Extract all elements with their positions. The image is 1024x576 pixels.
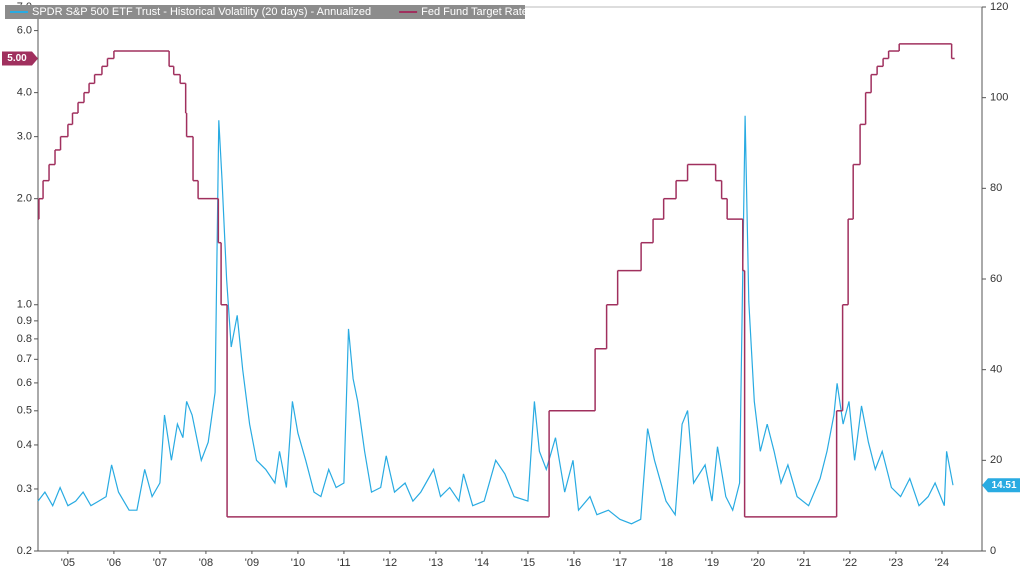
y2-tick-label: 20 bbox=[990, 454, 1002, 466]
x-tick-label: '19 bbox=[705, 557, 719, 569]
x-tick-label: '12 bbox=[383, 557, 397, 569]
x-tick-label: '09 bbox=[245, 557, 259, 569]
y2-tick-label: 0 bbox=[990, 545, 996, 557]
legend-label: SPDR S&P 500 ETF Trust - Historical Vola… bbox=[32, 6, 371, 18]
x-tick-label: '21 bbox=[797, 557, 811, 569]
y-tick-label: 4.0 bbox=[17, 87, 32, 99]
x-tick-label: '13 bbox=[429, 557, 443, 569]
y-tick-label: 0.3 bbox=[17, 483, 32, 495]
x-tick-label: '18 bbox=[659, 557, 673, 569]
y-tick-label: 3.0 bbox=[17, 131, 32, 143]
y-tick-label: 2.0 bbox=[17, 193, 32, 205]
y2-tick-label: 100 bbox=[990, 92, 1008, 104]
y2-tick-label: 60 bbox=[990, 273, 1002, 285]
x-tick-label: '06 bbox=[107, 557, 121, 569]
x-tick-label: '17 bbox=[613, 557, 627, 569]
x-tick-label: '14 bbox=[475, 557, 489, 569]
y-tick-label: 0.2 bbox=[17, 545, 32, 557]
x-tick-label: '20 bbox=[751, 557, 765, 569]
x-tick-label: '15 bbox=[521, 557, 535, 569]
y-tick-label: 6.0 bbox=[17, 24, 32, 36]
last-value-tag bbox=[2, 51, 38, 66]
x-tick-label: '16 bbox=[567, 557, 581, 569]
x-tick-label: '24 bbox=[935, 557, 949, 569]
y2-tick-label: 120 bbox=[990, 1, 1008, 13]
y-tick-label: 0.6 bbox=[17, 377, 32, 389]
x-tick-label: '07 bbox=[153, 557, 167, 569]
y-tick-label: 0.5 bbox=[17, 405, 32, 417]
y2-tick-label: 80 bbox=[990, 182, 1002, 194]
last-value-label: 14.51 bbox=[991, 480, 1016, 491]
x-tick-label: '11 bbox=[337, 557, 351, 569]
y2-tick-label: 40 bbox=[990, 364, 1002, 376]
series-line bbox=[37, 115, 954, 525]
legend-box bbox=[5, 5, 525, 19]
last-value-label: 5.00 bbox=[7, 53, 27, 64]
x-tick-label: '10 bbox=[291, 557, 305, 569]
y-tick-label: 1.0 bbox=[17, 299, 32, 311]
last-value-tag bbox=[982, 478, 1020, 493]
y-tick-label: 0.4 bbox=[17, 439, 32, 451]
legend-label: Fed Fund Target Rate bbox=[421, 6, 528, 18]
x-tick-label: '05 bbox=[61, 557, 75, 569]
y-tick-label: 0.8 bbox=[17, 333, 32, 345]
x-tick-label: '23 bbox=[889, 557, 903, 569]
x-tick-label: '08 bbox=[199, 557, 213, 569]
y-tick-label: 0.9 bbox=[17, 315, 32, 327]
x-tick-label: '22 bbox=[843, 557, 857, 569]
y-tick-label: 0.7 bbox=[17, 353, 32, 365]
